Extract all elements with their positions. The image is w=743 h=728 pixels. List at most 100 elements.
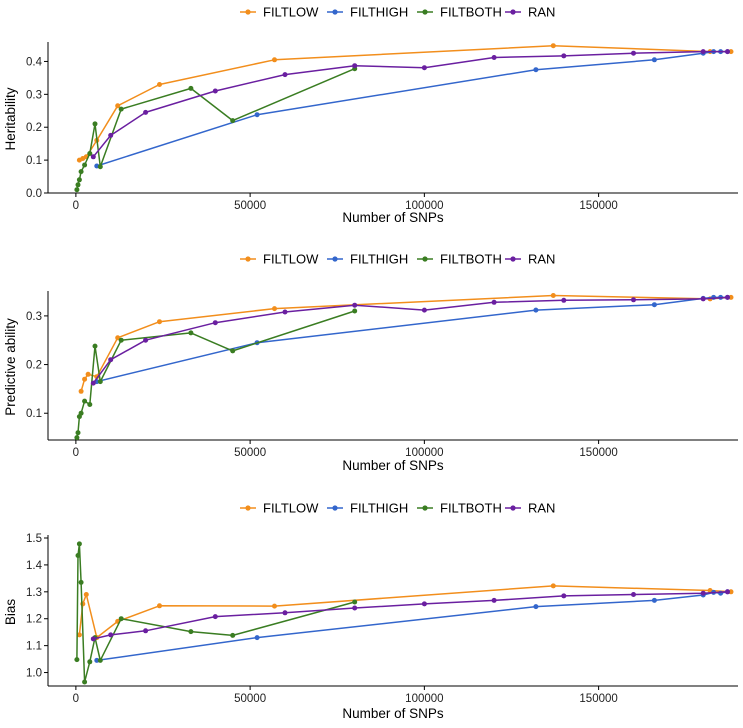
data-point	[700, 296, 706, 302]
data-point	[108, 132, 114, 138]
data-point	[282, 610, 288, 616]
data-point	[87, 659, 93, 665]
data-point	[651, 302, 657, 308]
y-tick-label: 1.2	[26, 614, 42, 626]
x-tick-label: 100000	[405, 693, 443, 705]
y-tick-label: 0.3	[26, 89, 42, 101]
data-point	[550, 293, 556, 298]
data-point	[75, 182, 81, 188]
data-point	[728, 589, 734, 595]
series-filtboth	[74, 66, 358, 193]
legend: FILTLOW FILTHIGH FILTBOTH RAN	[240, 501, 555, 516]
data-point	[82, 376, 88, 382]
data-point	[631, 297, 636, 303]
data-point	[561, 53, 567, 59]
legend-key-point	[510, 9, 516, 15]
y-tick-label: 0.0	[26, 188, 42, 200]
legend-label: FILTBOTH	[440, 5, 502, 20]
legend-key-point	[332, 505, 338, 511]
data-point	[561, 297, 567, 303]
data-point	[157, 603, 162, 609]
y-tick-label: 0.4	[26, 56, 43, 68]
legend-key-point	[245, 505, 251, 511]
data-point	[230, 118, 236, 124]
series-line	[96, 50, 728, 167]
series-filthigh	[94, 589, 730, 663]
legend-label: RAN	[528, 5, 555, 20]
data-point	[90, 636, 96, 642]
legend-key-point	[422, 505, 428, 511]
data-point	[115, 103, 121, 109]
data-point	[212, 614, 218, 620]
data-point	[230, 632, 236, 638]
data-point	[87, 151, 93, 156]
data-point	[87, 402, 93, 407]
data-point	[74, 435, 80, 441]
data-point	[94, 657, 100, 663]
data-point	[352, 302, 358, 308]
legend-label: RAN	[528, 252, 555, 267]
data-point	[143, 109, 149, 115]
series-line	[76, 543, 355, 683]
x-axis-title: Number of SNPs	[342, 458, 444, 473]
x-tick-label: 0	[73, 447, 79, 459]
y-axis-title: Heritability	[3, 87, 18, 150]
data-point	[118, 616, 124, 622]
data-point	[143, 628, 149, 634]
data-point	[74, 187, 80, 193]
data-point	[550, 43, 556, 49]
data-point	[491, 55, 497, 60]
data-point	[82, 398, 88, 404]
data-point	[352, 308, 358, 314]
data-point	[651, 57, 657, 63]
data-point	[700, 49, 706, 55]
x-axis-title: Number of SNPs	[342, 210, 444, 225]
data-point	[651, 597, 657, 603]
legend-label: FILTHIGH	[350, 252, 408, 267]
data-point	[78, 579, 84, 585]
data-point	[212, 88, 218, 94]
x-tick-label: 50000	[234, 447, 266, 459]
x-tick-label: 100000	[405, 447, 443, 459]
data-point	[254, 635, 260, 641]
data-point	[83, 592, 89, 597]
data-point	[725, 589, 730, 595]
data-point	[272, 603, 277, 609]
legend-label: RAN	[528, 501, 555, 516]
legend-key-point	[245, 256, 251, 262]
y-tick-label: 0.1	[26, 408, 42, 420]
chart-panel-3: FILTLOW FILTHIGH FILTBOTH RAN 1.0 1.1 1.2 1.3 1.…	[3, 501, 738, 721]
x-tick-label: 150000	[579, 200, 617, 212]
data-point	[491, 299, 497, 305]
data-point	[157, 319, 162, 325]
data-point	[631, 50, 636, 56]
data-point	[561, 593, 567, 599]
data-point	[90, 154, 96, 160]
series-line	[96, 296, 728, 383]
legend-key-point	[510, 256, 516, 262]
legend-label: FILTBOTH	[440, 501, 502, 516]
legend-key-point	[422, 256, 428, 262]
data-point	[75, 430, 81, 436]
series-line	[76, 68, 355, 190]
x-tick-label: 0	[73, 693, 79, 705]
data-point	[728, 294, 734, 300]
data-point	[76, 177, 82, 183]
data-point	[118, 337, 124, 343]
data-point	[157, 82, 162, 87]
series-filtboth	[74, 541, 358, 685]
data-point	[533, 604, 539, 610]
x-tick-label: 150000	[579, 447, 617, 459]
data-point	[76, 632, 82, 638]
series-ran	[90, 49, 730, 160]
data-point	[78, 169, 84, 175]
data-point	[74, 657, 80, 663]
series-ran	[90, 589, 730, 642]
y-tick-label: 0.2	[26, 122, 42, 134]
data-point	[82, 679, 88, 685]
data-point	[550, 583, 556, 589]
data-point	[76, 541, 82, 547]
data-point	[97, 657, 103, 663]
legend-label: FILTLOW	[263, 252, 319, 267]
